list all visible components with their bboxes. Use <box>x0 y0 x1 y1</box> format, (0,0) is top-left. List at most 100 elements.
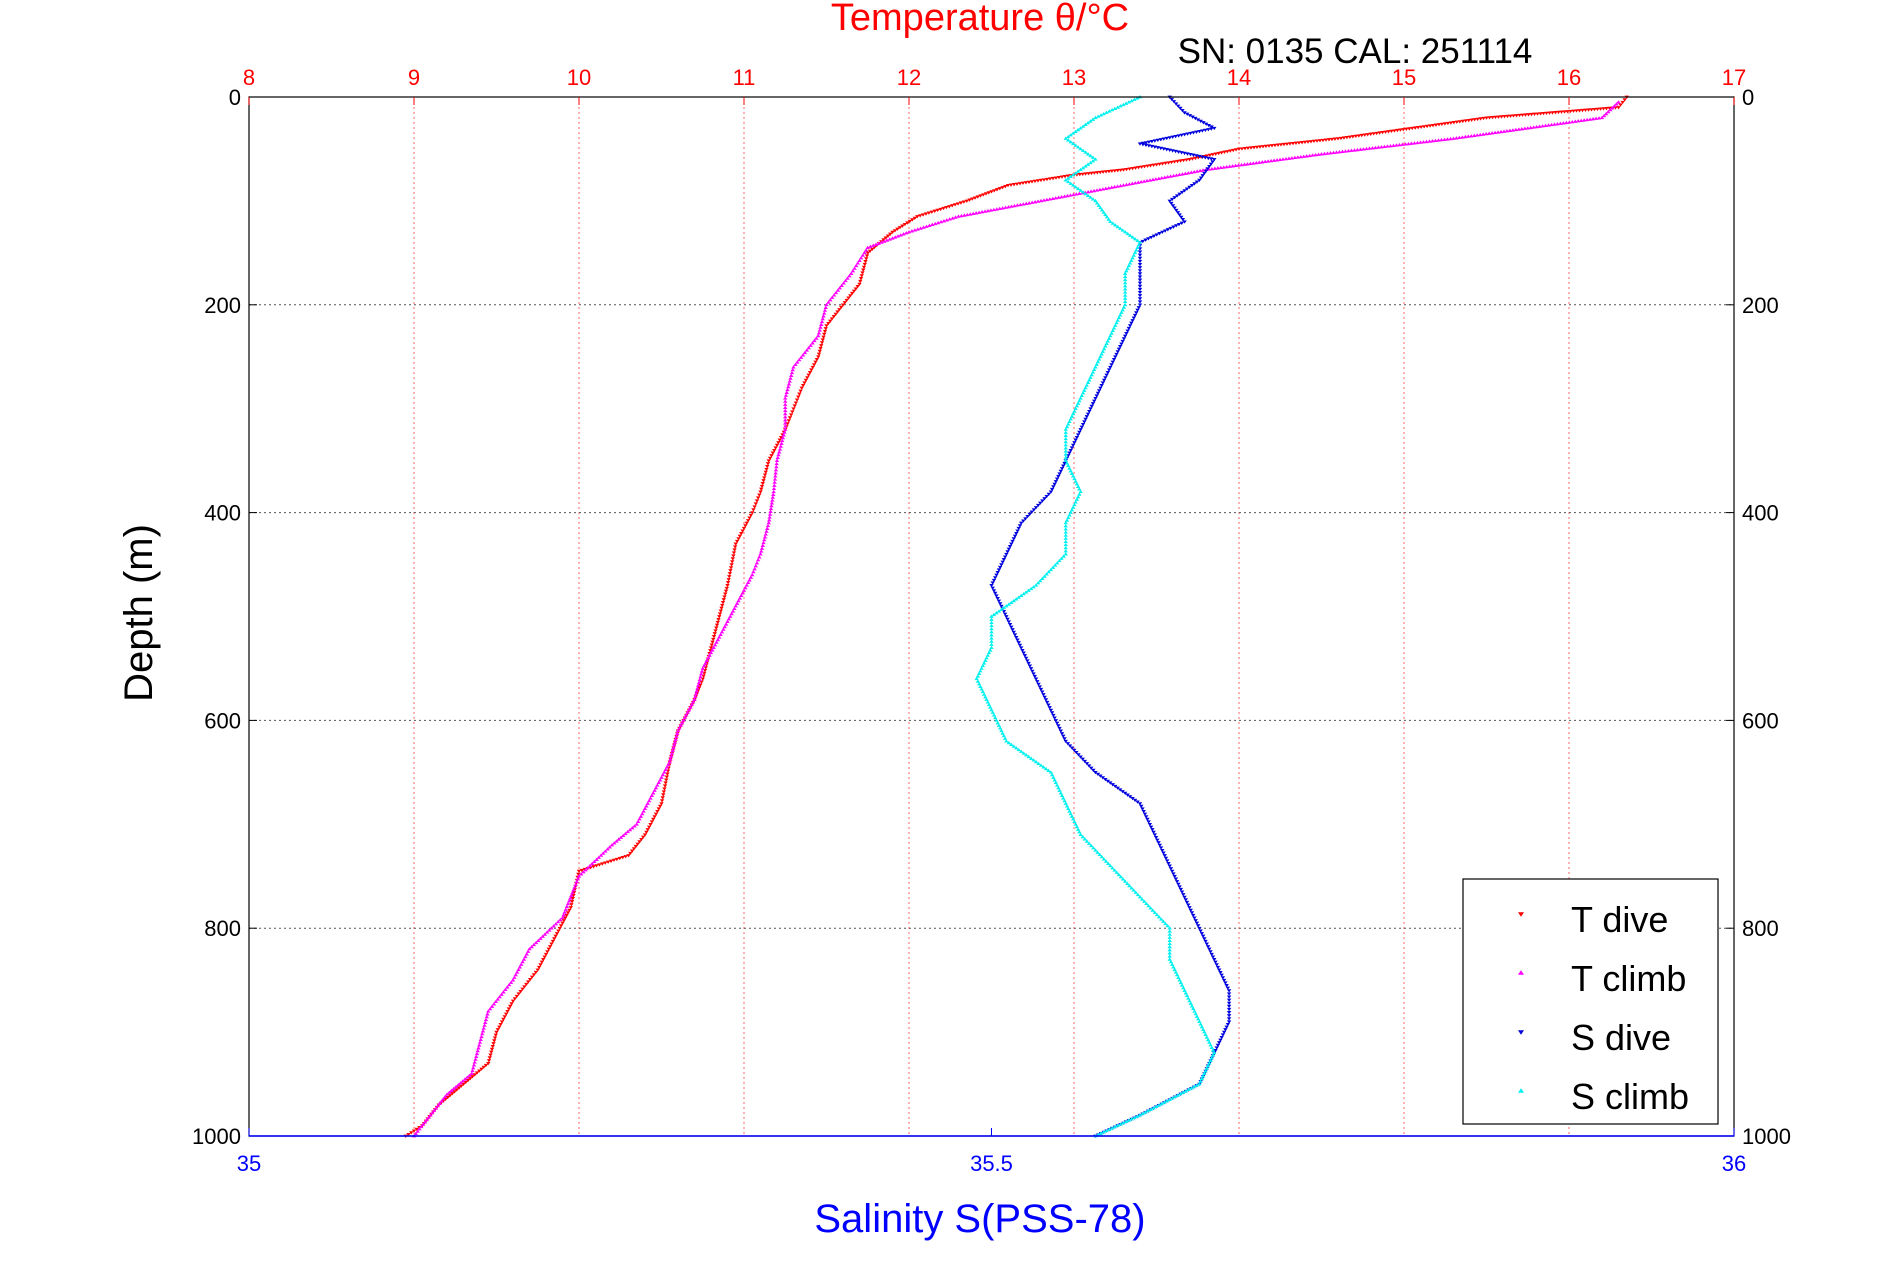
data-point <box>781 433 786 437</box>
data-point <box>1122 302 1128 307</box>
data-point <box>806 373 811 377</box>
data-point <box>1126 263 1132 268</box>
data-point <box>699 672 704 676</box>
data-point <box>1505 114 1510 119</box>
data-point <box>1012 633 1018 637</box>
data-point <box>1361 147 1366 151</box>
data-point <box>864 257 869 261</box>
data-point <box>1131 888 1136 892</box>
data-point <box>1124 269 1129 273</box>
data-point <box>659 802 664 806</box>
data-point <box>1030 669 1035 674</box>
data-point <box>721 627 726 631</box>
data-point <box>1203 1032 1208 1037</box>
data-point <box>1181 985 1186 990</box>
data-point <box>779 441 784 445</box>
data-point <box>1406 141 1411 146</box>
data-point <box>1576 119 1581 123</box>
data-point <box>1592 107 1597 112</box>
data-point <box>1004 552 1009 557</box>
data-point <box>661 790 667 794</box>
data-point <box>1118 183 1123 188</box>
data-point <box>1047 706 1052 710</box>
data-point <box>1311 139 1317 144</box>
data-point <box>1082 388 1087 392</box>
data-point <box>1616 106 1621 110</box>
data-point <box>1118 1122 1123 1126</box>
data-point <box>1063 801 1068 805</box>
data-point <box>1009 600 1014 604</box>
data-point <box>772 448 777 453</box>
data-point <box>774 464 779 469</box>
data-point <box>638 814 644 818</box>
data-point <box>1100 381 1106 385</box>
data-point <box>1105 371 1111 375</box>
data-point <box>1160 230 1165 235</box>
data-point <box>765 523 771 528</box>
data-point <box>547 928 552 932</box>
data-point <box>1125 231 1130 236</box>
data-point <box>1224 164 1229 169</box>
data-point <box>1025 659 1030 663</box>
data-point <box>843 278 848 283</box>
data-point <box>831 315 837 319</box>
data-point <box>739 593 744 598</box>
data-point <box>930 222 935 227</box>
data-point <box>1154 233 1159 237</box>
data-point <box>1002 555 1008 559</box>
data-point <box>819 319 825 324</box>
data-point <box>1179 190 1185 195</box>
data-point <box>1329 137 1335 142</box>
data-point <box>1136 243 1141 247</box>
data-point <box>882 239 887 243</box>
data-point <box>1265 159 1271 163</box>
data-point <box>1005 617 1010 622</box>
data-point <box>1172 874 1177 879</box>
data-point <box>1120 228 1125 232</box>
data-point <box>1355 147 1360 152</box>
data-point <box>795 360 800 364</box>
data-point <box>962 213 967 217</box>
data-point <box>1176 975 1181 979</box>
data-point <box>983 695 988 699</box>
data-point <box>1052 716 1057 720</box>
data-point <box>774 461 779 466</box>
data-point <box>1520 113 1525 117</box>
data-point <box>579 872 584 876</box>
data-point <box>1093 115 1098 120</box>
data-point <box>810 341 815 345</box>
data-point <box>798 355 804 359</box>
data-point <box>777 447 783 451</box>
data-point <box>1122 281 1128 285</box>
data-point <box>989 642 994 646</box>
data-point <box>993 576 998 580</box>
data-point <box>783 393 789 397</box>
data-point <box>474 1054 479 1058</box>
data-point <box>583 868 588 872</box>
data-point <box>468 1077 473 1081</box>
data-point <box>1562 110 1567 114</box>
data-point <box>470 1068 475 1073</box>
data-point <box>543 952 549 957</box>
data-point <box>1044 700 1050 705</box>
data-point <box>1221 1030 1227 1035</box>
data-point <box>1584 117 1590 122</box>
data-point <box>1580 108 1585 113</box>
data-point <box>664 765 670 769</box>
data-point <box>1605 109 1611 114</box>
data-point <box>1171 100 1177 104</box>
data-point <box>765 464 770 469</box>
data-point <box>1226 1007 1232 1012</box>
data-point <box>901 232 906 236</box>
data-point <box>581 870 586 874</box>
data-point <box>471 1066 476 1070</box>
data-point <box>809 368 814 372</box>
data-point <box>1199 1024 1205 1029</box>
data-point <box>989 614 994 618</box>
data-point <box>1040 499 1045 503</box>
data-point <box>1068 193 1073 197</box>
data-point <box>495 1028 501 1032</box>
series-s-dive <box>989 95 1232 1138</box>
data-point <box>1194 1083 1199 1087</box>
